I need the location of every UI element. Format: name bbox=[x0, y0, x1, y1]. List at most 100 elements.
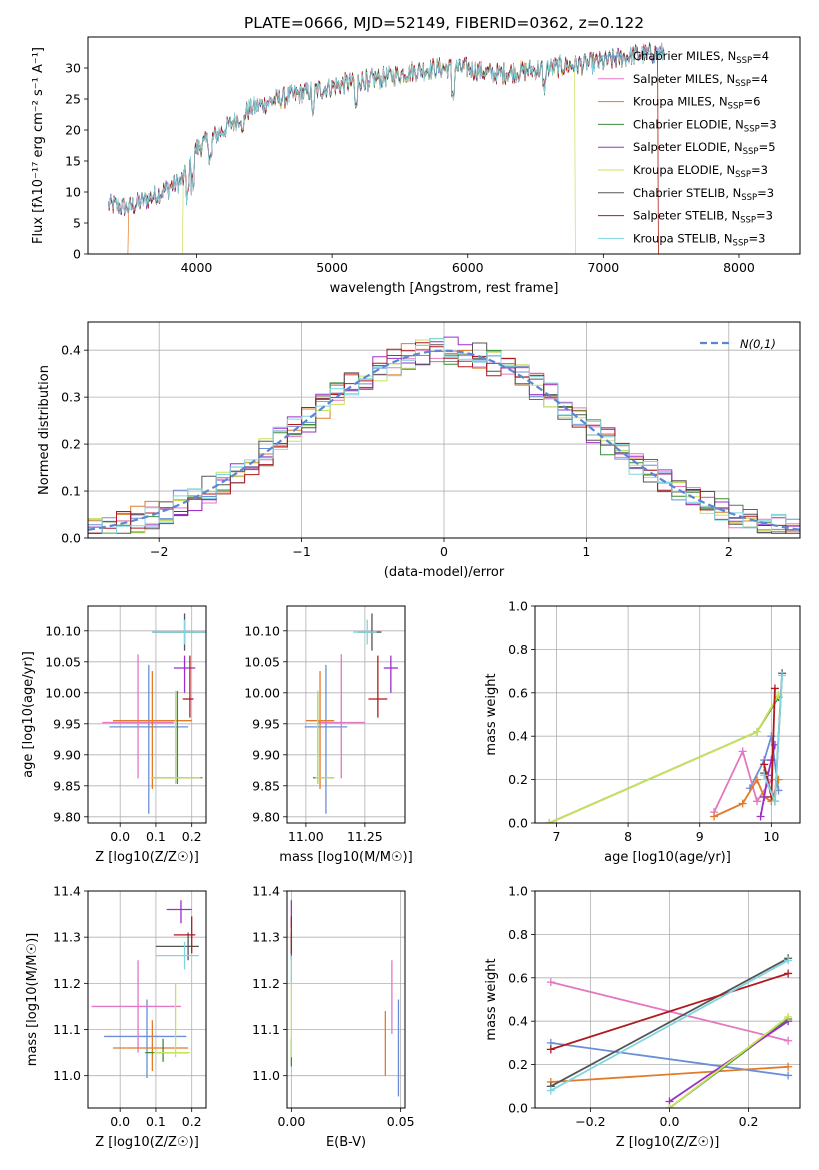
axes-frame bbox=[534, 605, 801, 824]
x-tick-label: 0.1 bbox=[146, 829, 166, 844]
weight-marker bbox=[710, 812, 719, 821]
weight-marker bbox=[760, 792, 769, 801]
weight-marker bbox=[753, 797, 762, 806]
legend-label: Salpeter ELODIE, NSSP=5 bbox=[633, 140, 776, 157]
spectrum-line-8 bbox=[107, 42, 665, 215]
y-tick-label: 0.0 bbox=[508, 816, 528, 831]
weight-marker bbox=[738, 747, 747, 756]
y-axis-label: mass [log10(M/M☉)] bbox=[25, 933, 40, 1066]
x-tick-label: 0 bbox=[440, 544, 448, 559]
weight-line-8 bbox=[550, 959, 789, 1092]
x-tick-label: 7 bbox=[553, 829, 561, 844]
y-tick-label: 11.3 bbox=[252, 930, 280, 945]
weight-marker bbox=[784, 1036, 793, 1045]
y-tick-label: 0.6 bbox=[508, 685, 528, 700]
legend-label: Kroupa MILES, NSSP=6 bbox=[633, 95, 760, 112]
x-tick-label: 6000 bbox=[452, 260, 484, 275]
x-axis-label: (data-model)/error bbox=[384, 565, 505, 580]
legend-label: Salpeter MILES, NSSP=4 bbox=[633, 72, 768, 89]
y-tick-label: 0.2 bbox=[508, 1057, 528, 1072]
y-tick-label: 11.4 bbox=[252, 884, 280, 899]
weight-marker bbox=[545, 819, 554, 823]
plot-area bbox=[102, 613, 206, 814]
y-axis-label: age [log10(age/yr)] bbox=[21, 651, 36, 778]
y-tick-label: 0.4 bbox=[508, 1014, 528, 1029]
y-tick-label: 10.00 bbox=[244, 685, 280, 700]
legend-label: Chabrier STELIB, NSSP=3 bbox=[633, 186, 774, 203]
weight-marker bbox=[770, 797, 779, 806]
y-tick-label: 10.10 bbox=[244, 623, 280, 638]
y-tick-label: 11.2 bbox=[252, 976, 280, 991]
x-tick-label: 0.2 bbox=[182, 1114, 202, 1129]
axes-frame bbox=[87, 890, 207, 1109]
y-tick-label: 1.0 bbox=[508, 599, 528, 614]
y-tick-label: 0.2 bbox=[61, 437, 81, 452]
x-tick-label: −1 bbox=[292, 544, 310, 559]
weight-marker bbox=[760, 760, 769, 769]
normal-curve bbox=[88, 349, 800, 531]
weight-marker bbox=[738, 799, 747, 808]
y-axis-label: Flux [fλ10⁻¹⁷ erg cm⁻² s⁻¹ A⁻¹] bbox=[31, 47, 46, 244]
x-axis-label: Z [log10(Z/Z☉)] bbox=[95, 850, 199, 865]
legend-label: Kroupa ELODIE, NSSP=3 bbox=[633, 163, 768, 180]
weight-line-1 bbox=[713, 748, 773, 813]
y-tick-label: 10.10 bbox=[45, 623, 81, 638]
axes-frame bbox=[534, 890, 801, 1109]
y-axis-label: Normed distribution bbox=[37, 365, 52, 495]
y-axis-label: mass weight bbox=[484, 673, 499, 755]
x-tick-label: 1 bbox=[582, 544, 590, 559]
y-tick-label: 5 bbox=[73, 216, 81, 231]
axes-frame bbox=[87, 36, 801, 255]
x-tick-label: 8 bbox=[624, 829, 632, 844]
spectrum-line-5 bbox=[108, 57, 665, 254]
weight-line-6 bbox=[550, 957, 789, 1088]
x-tick-label: 0.2 bbox=[739, 1114, 759, 1129]
x-axis-label: mass [log10(M/M☉)] bbox=[279, 850, 412, 865]
histogram-6 bbox=[88, 342, 800, 534]
plot-area bbox=[290, 900, 400, 1097]
y-tick-label: 11.1 bbox=[252, 1022, 280, 1037]
y-tick-label: 30 bbox=[65, 61, 81, 76]
panel-mass-vs-ebv: 0.00 0.05 11.0 11.1 11.2 11.3 11.4 E(B-V) bbox=[252, 884, 414, 1151]
y-tick-label: 0.0 bbox=[61, 531, 81, 546]
x-axis-label: E(B-V) bbox=[326, 1135, 366, 1150]
y-tick-label: 9.85 bbox=[252, 778, 280, 793]
plot-area bbox=[91, 900, 199, 1078]
legend-label: N(0,1) bbox=[740, 337, 776, 351]
panel-age-vs-Z: 0.0 0.1 0.2 9.80 9.85 9.90 9.95 10.00 10.05 10.10… bbox=[21, 605, 207, 865]
legend: Chabrier MILES, NSSP=4 Salpeter MILES, NS… bbox=[598, 49, 777, 248]
panel-residuals: N(0,1) −2 −1 0 1 2 0.0 0.1 0.2 0.3 0.4 (data-model)… bbox=[37, 321, 801, 580]
weight-marker bbox=[784, 1062, 793, 1071]
axes-frame bbox=[87, 605, 207, 824]
weight-marker bbox=[753, 727, 762, 736]
y-tick-label: 0.8 bbox=[508, 642, 528, 657]
x-tick-label: 0.0 bbox=[110, 829, 130, 844]
legend: N(0,1) bbox=[700, 337, 776, 351]
x-tick-label: 0.05 bbox=[387, 1114, 415, 1129]
weight-line-5 bbox=[668, 1016, 789, 1108]
x-tick-label: 8000 bbox=[723, 260, 755, 275]
plot-area bbox=[545, 669, 787, 823]
x-tick-label: 11.00 bbox=[288, 829, 324, 844]
weight-marker bbox=[778, 671, 787, 680]
x-tick-label: 4000 bbox=[181, 260, 213, 275]
legend-label: Chabrier MILES, NSSP=4 bbox=[633, 49, 769, 66]
x-tick-label: 11.25 bbox=[347, 829, 383, 844]
y-tick-label: 10.05 bbox=[244, 654, 280, 669]
y-tick-label: 9.90 bbox=[53, 747, 81, 762]
weight-marker bbox=[784, 969, 793, 978]
y-tick-label: 11.1 bbox=[53, 1022, 81, 1037]
weight-line-0 bbox=[749, 735, 780, 791]
x-tick-label: 0.0 bbox=[110, 1114, 130, 1129]
panel-mass-vs-Z: 0.0 0.1 0.2 11.0 11.1 11.2 11.3 11.4 Z [log10(Z/… bbox=[25, 884, 207, 1150]
axes-frame bbox=[286, 890, 406, 1109]
weight-marker bbox=[546, 1045, 555, 1054]
y-tick-label: 15 bbox=[65, 154, 81, 169]
weight-marker bbox=[546, 1086, 555, 1095]
y-tick-label: 25 bbox=[65, 92, 81, 107]
y-tick-label: 0.3 bbox=[61, 390, 81, 405]
weight-marker bbox=[665, 1104, 674, 1108]
weight-marker bbox=[784, 1012, 793, 1021]
y-tick-label: 9.80 bbox=[252, 809, 280, 824]
legend-label: Salpeter STELIB, NSSP=3 bbox=[633, 209, 773, 226]
